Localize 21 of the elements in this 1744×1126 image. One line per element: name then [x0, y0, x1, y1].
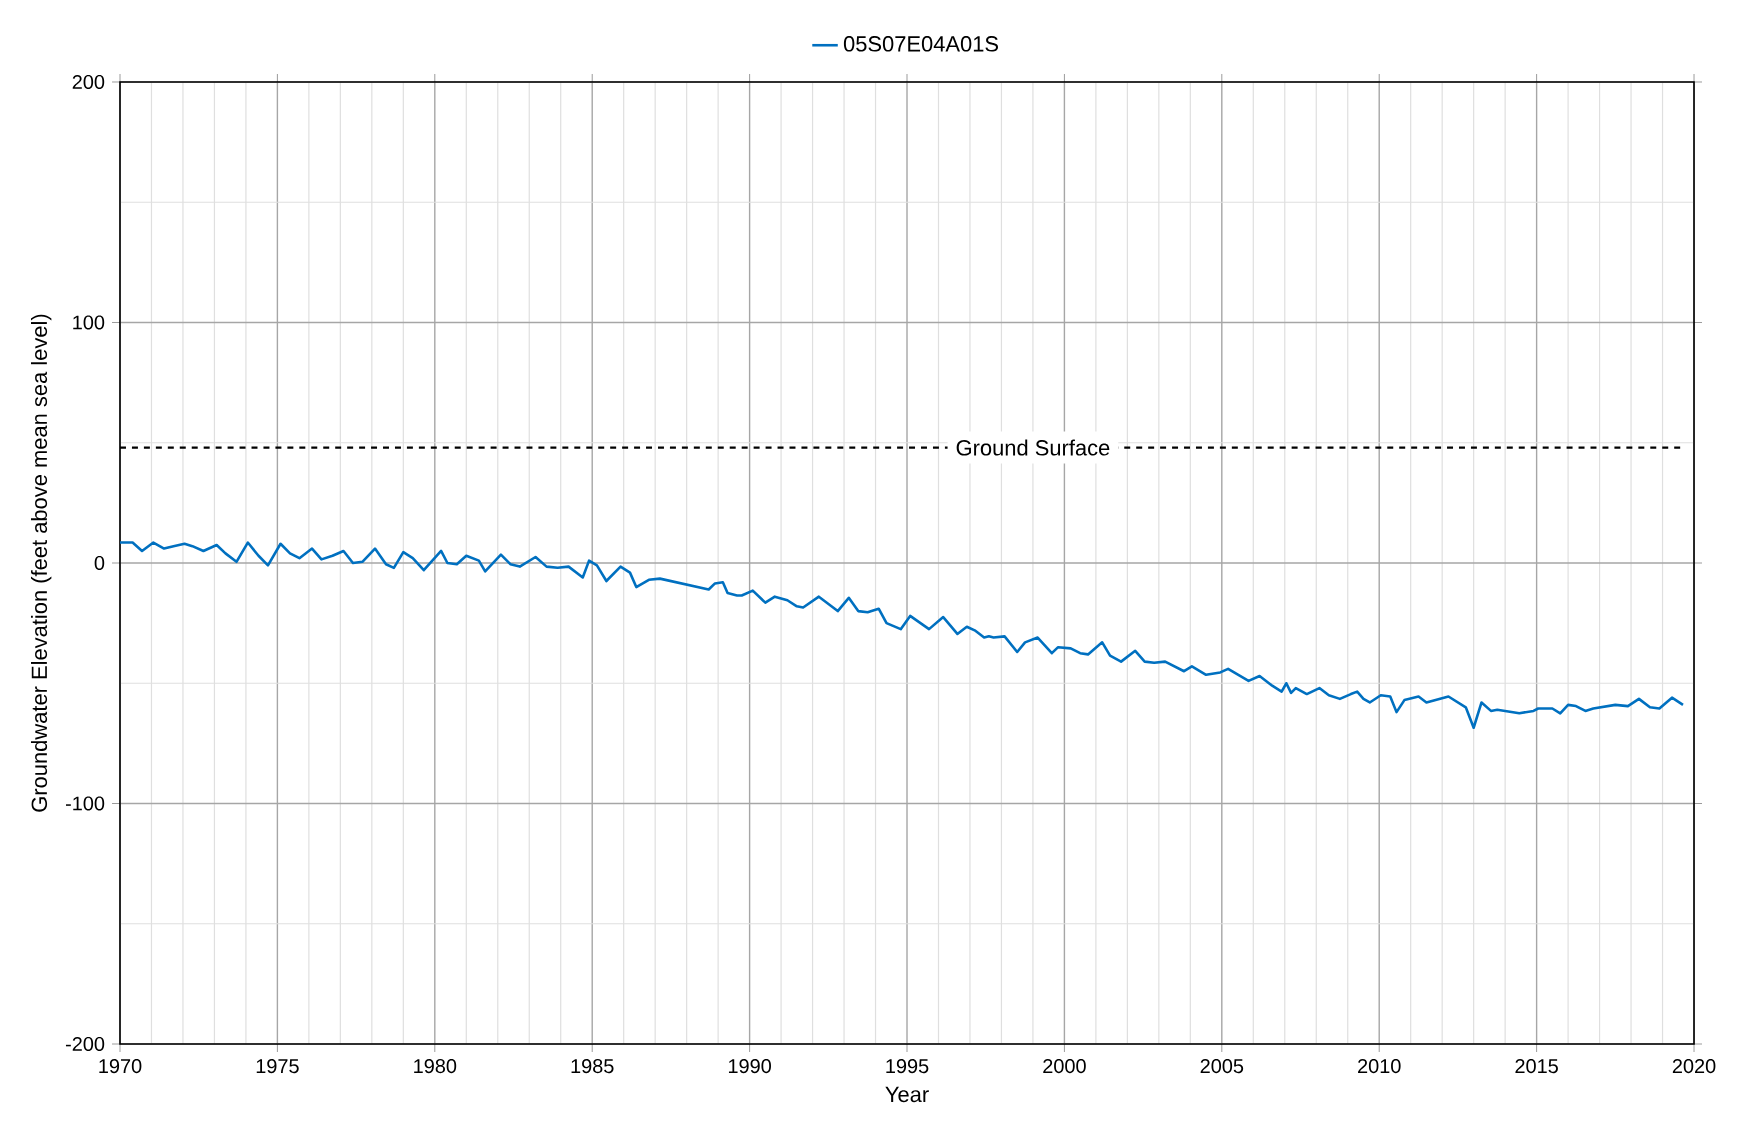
x-tick-label: 1975	[256, 1059, 299, 1074]
x-tick-label: 1980	[414, 1059, 457, 1074]
x-tick-label: 2005	[1200, 1059, 1244, 1074]
x-tick-label: 2020	[1672, 1059, 1716, 1074]
y-tick-label: 0	[94, 555, 105, 571]
x-tick-label: 1995	[886, 1059, 929, 1074]
x-tick-label: 1985	[571, 1059, 614, 1074]
x-axis-title: Year	[885, 1086, 929, 1103]
y-tick-label: -200	[65, 1036, 105, 1052]
y-axis-title: Groundwater Elevation (feet above mean sea level)	[30, 314, 52, 812]
x-tick-label: 2010	[1358, 1059, 1401, 1074]
x-tick-label: 2015	[1515, 1059, 1558, 1074]
y-tick-label: 200	[72, 74, 105, 90]
x-tick-label: 2000	[1043, 1059, 1086, 1074]
ref-line-label: Ground Surface	[956, 439, 1110, 456]
line-series	[120, 541, 1685, 730]
y-tick-label: -100	[65, 796, 105, 811]
y-tick-label: 100	[73, 315, 105, 330]
x-tick-label: 1970	[99, 1059, 142, 1074]
x-tick-label: 1990	[728, 1059, 771, 1074]
legend-label: 05S07E04A01S	[843, 36, 998, 52]
